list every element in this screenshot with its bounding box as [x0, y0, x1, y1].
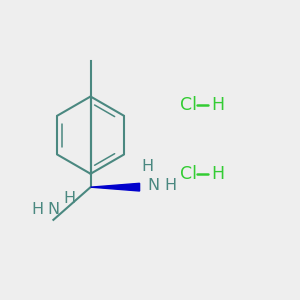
Text: N: N — [147, 178, 159, 193]
Text: H: H — [165, 178, 177, 193]
Text: H: H — [211, 165, 224, 183]
Text: Cl: Cl — [180, 96, 197, 114]
Text: H: H — [211, 96, 224, 114]
Text: H: H — [31, 202, 43, 217]
Text: H: H — [64, 191, 76, 206]
Text: N: N — [47, 202, 59, 217]
Text: Cl: Cl — [180, 165, 197, 183]
Text: H: H — [141, 159, 153, 174]
Polygon shape — [91, 183, 140, 191]
